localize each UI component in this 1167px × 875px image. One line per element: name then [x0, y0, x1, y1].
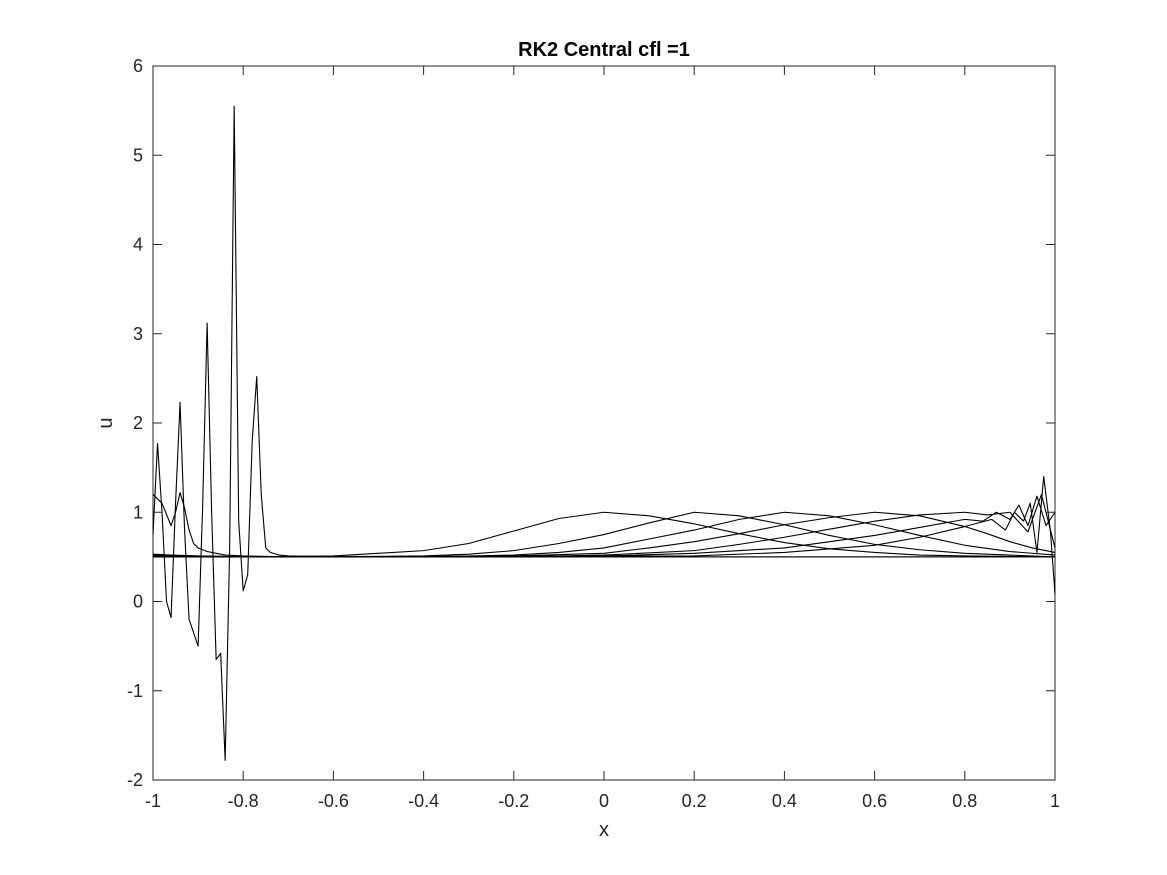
x-tick-label: 0 — [599, 791, 609, 811]
series-line-9 — [152, 492, 1055, 558]
axes-box — [152, 65, 1056, 781]
x-axis-label: x — [599, 819, 609, 841]
series-line-5 — [153, 493, 1056, 558]
x-tick-label: 0.8 — [952, 791, 977, 811]
x-tick-label: -0.6 — [318, 791, 349, 811]
series-line-7 — [152, 475, 1056, 595]
x-axis-ticks: -1 -0.8 -0.6 -0.4 -0.2 0 0.2 0.4 0.6 0.8 1 — [145, 66, 1060, 811]
series-line-4 — [153, 511, 1056, 558]
x-tick-label: 0.4 — [772, 791, 797, 811]
y-tick-label: 4 — [133, 235, 143, 255]
series-line-8 — [152, 105, 1055, 761]
x-tick-label: -0.4 — [408, 791, 439, 811]
y-tick-label: 2 — [133, 413, 143, 433]
y-tick-label: 5 — [133, 145, 143, 165]
series-line-6 — [152, 495, 1056, 558]
plot-area: -1 -0.8 -0.6 -0.4 -0.2 0 0.2 0.4 0.6 0.8 1 -2-1012… — [127, 56, 1060, 811]
series-layer — [152, 105, 1056, 761]
y-tick-label: 3 — [133, 324, 143, 344]
y-tick-label: -2 — [127, 770, 143, 790]
y-tick-label: 6 — [133, 56, 143, 76]
chart-title: RK2 Central cfl =1 — [518, 39, 690, 61]
x-tick-label: 0.6 — [862, 791, 887, 811]
x-tick-label: -0.8 — [228, 791, 259, 811]
y-axis-label: u — [95, 417, 117, 428]
y-axis-ticks: -2 -1 0 1 2 3 4 5 6 — [127, 56, 1055, 790]
x-tick-label: -0.2 — [498, 791, 529, 811]
x-tick-label: -1 — [145, 791, 161, 811]
y-tick-label: -1 — [127, 681, 143, 701]
y-tick-label: 0 — [133, 592, 143, 612]
x-tick-label: 0.2 — [682, 791, 707, 811]
y-tick-label: 1 — [133, 502, 143, 522]
x-tick-label: 1 — [1050, 791, 1060, 811]
